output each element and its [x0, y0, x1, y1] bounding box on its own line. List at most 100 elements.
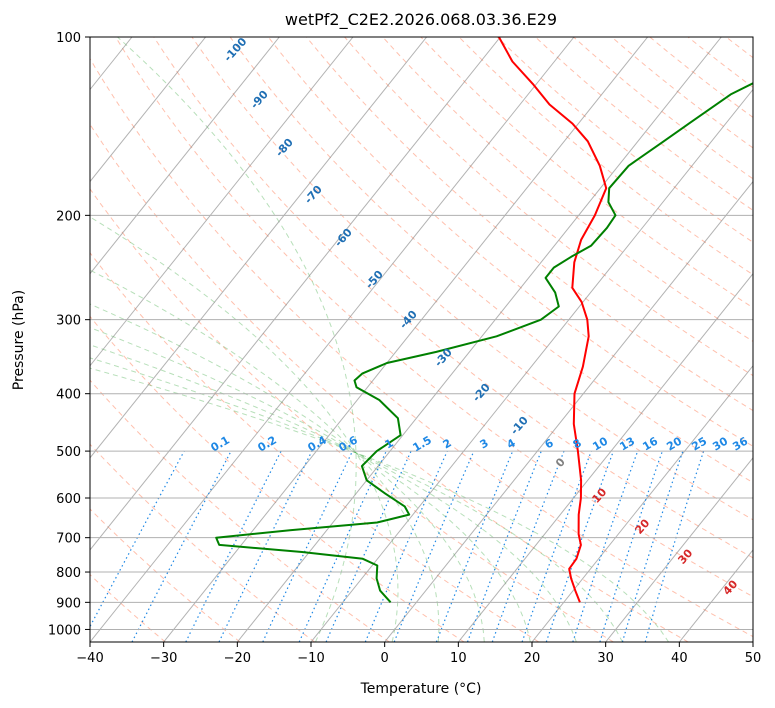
- x-tick-label: 30: [597, 651, 614, 666]
- dry-adiabat-label: -20: [470, 381, 493, 405]
- x-axis-title: Temperature (°C): [360, 681, 482, 697]
- moist-adiabat-label: 0: [553, 455, 568, 470]
- isotherm-line: [90, 37, 575, 642]
- isotherm-line: [310, 88, 753, 642]
- x-tick-label: −30: [150, 651, 177, 666]
- y-tick-label: 300: [56, 314, 81, 329]
- isotherm-line: [752, 641, 753, 642]
- mixing-ratio-line: [599, 450, 663, 642]
- dry-adiabat-label: -60: [332, 226, 355, 250]
- moist-adiabat-line: [90, 269, 440, 642]
- moist-adiabat-label: 30: [675, 546, 695, 566]
- mixing-ratio-label: 8: [571, 436, 584, 451]
- y-tick-label: 400: [56, 388, 81, 403]
- dry-adiabat-line: [344, 37, 753, 377]
- x-axis-ticks: −40 −30 −20 −10 0 10 20 30 40 50: [76, 642, 761, 666]
- chart-title: wetPf2_C2E2.2026.068.03.36.E29: [285, 10, 557, 30]
- moist-adiabat-line: [90, 303, 485, 642]
- y-tick-label: 700: [56, 532, 81, 547]
- dry-adiabat-line: [90, 443, 315, 642]
- y-axis-title: Pressure (hPa): [11, 290, 27, 390]
- mixing-ratio-line: [218, 450, 313, 642]
- isotherm-line: [0, 37, 58, 642]
- isotherm-line: [90, 37, 354, 367]
- isotherm-line: [457, 272, 753, 642]
- x-tick-label: 10: [450, 651, 467, 666]
- y-tick-label: 600: [56, 492, 81, 507]
- background-lines: [0, 37, 775, 642]
- dry-adiabat-label: -40: [397, 308, 420, 332]
- dry-adiabat-label: -50: [363, 268, 386, 292]
- mixing-ratio-label: 36: [730, 434, 750, 453]
- plot-frame: [89, 36, 754, 643]
- moist-adiabat-label: 20: [632, 516, 652, 536]
- mixing-ratio-line: [491, 450, 565, 642]
- dry-adiabat-line: [764, 37, 775, 642]
- isotherm-line: [678, 549, 753, 642]
- dry-adiabat-line: [458, 37, 753, 276]
- mixing-ratio-label: 10: [590, 434, 610, 453]
- mixing-ratio-label: 3: [478, 436, 491, 451]
- dry-adiabat-label: -70: [302, 183, 325, 207]
- x-tick-label: 50: [745, 651, 762, 666]
- mixing-ratio-line: [435, 450, 514, 642]
- moist-adiabat-line: [90, 327, 531, 642]
- plot-area: -100-90-80-70-60-50-40-30-20-100.1 0.2 0.4…: [0, 35, 775, 642]
- dry-adiabat-line: [496, 37, 753, 243]
- temperature-profile-line: [498, 37, 608, 603]
- dry-adiabat-line: [90, 508, 241, 642]
- isoline-labels: -100-90-80-70-60-50-40-30-20-100.1 0.2 0.4…: [209, 35, 751, 598]
- dry-adiabat-line: [649, 37, 753, 118]
- y-tick-label: 800: [56, 566, 81, 581]
- x-tick-label: 40: [671, 651, 688, 666]
- isotherm-line: [384, 180, 753, 642]
- dry-adiabat-line: [90, 123, 689, 642]
- mixing-ratio-line: [325, 450, 412, 642]
- mixing-ratio-label: 30: [710, 434, 730, 453]
- mixing-ratio-line: [90, 450, 185, 628]
- dry-adiabat-line: [90, 379, 390, 642]
- y-axis-ticks: 100 200 300 400 500 600 700 800 900 1000: [48, 31, 90, 638]
- moist-adiabat-label: 10: [589, 485, 609, 505]
- dry-adiabat-line: [90, 315, 465, 642]
- moist-adiabat-line: [90, 367, 670, 642]
- dry-adiabat-line: [115, 37, 753, 598]
- mixing-ratio-label: 13: [617, 435, 637, 454]
- dry-adiabat-label: -10: [508, 414, 531, 438]
- dry-adiabat-label: -100: [221, 35, 249, 64]
- isotherm-line: [163, 37, 649, 642]
- x-tick-label: −20: [224, 651, 251, 666]
- dry-adiabat-line: [153, 37, 753, 559]
- isotherm-line: [90, 37, 280, 275]
- isotherm-line: [90, 37, 501, 551]
- series-lines: [215, 37, 753, 603]
- dry-adiabat-line: [267, 37, 753, 447]
- mixing-ratio-label: 16: [640, 434, 660, 453]
- mixing-ratio-line: [572, 450, 639, 642]
- dry-adiabat-line: [725, 37, 753, 59]
- mixing-ratio-line: [364, 450, 448, 642]
- mixing-ratio-label: 6: [543, 436, 556, 451]
- dry-adiabat-label: -30: [432, 346, 455, 370]
- y-tick-label: 100: [56, 31, 81, 46]
- moist-adiabat-line: [90, 216, 399, 642]
- dry-adiabat-line: [90, 57, 753, 638]
- moist-adiabat-line: [90, 344, 577, 642]
- dry-adiabat-label: -80: [273, 136, 296, 160]
- y-tick-label: 200: [56, 209, 81, 224]
- dry-adiabat-line: [229, 37, 753, 484]
- isotherm-line: [90, 37, 207, 183]
- x-tick-label: 20: [524, 651, 541, 666]
- mixing-ratio-line: [621, 450, 684, 642]
- y-tick-label: 500: [56, 445, 81, 460]
- pressure-grid: [90, 37, 753, 630]
- mixing-ratio-line: [131, 450, 232, 642]
- isotherm-line: [531, 364, 753, 642]
- dry-adiabat-line: [611, 37, 753, 149]
- dry-adiabat-line: [420, 37, 753, 309]
- isotherm-line: [236, 37, 722, 642]
- dewpoint-profile-line: [215, 82, 753, 603]
- y-tick-label: 1000: [48, 623, 81, 638]
- moist-adiabat-line: [90, 357, 623, 642]
